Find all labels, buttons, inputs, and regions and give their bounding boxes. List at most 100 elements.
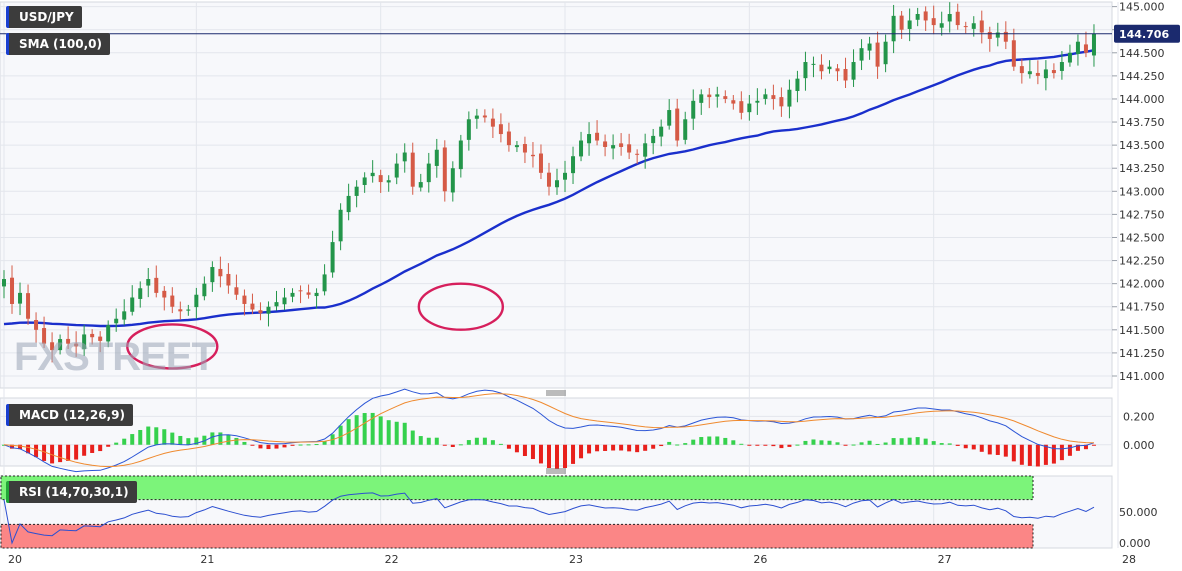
candle [987,26,992,52]
candle [739,91,744,120]
candle [923,6,928,31]
signal-line [3,393,1095,468]
candle-body [579,140,584,157]
candle-body [442,147,447,192]
candle [731,95,736,110]
candle [522,136,527,164]
candle [563,160,568,193]
macd-histogram-bar [34,444,39,458]
candle [50,332,55,363]
candle-body [498,124,503,135]
candle [370,160,375,183]
candle-body [2,279,6,287]
candle-body [274,302,279,307]
macd-histogram-bar [122,438,127,445]
candle [707,88,712,109]
macd-histogram-bar [555,444,559,470]
candle [683,111,688,145]
macd-histogram-bar [74,444,79,460]
macd-histogram-bar [1091,444,1096,446]
candle [458,134,463,178]
macd-histogram-bar [819,440,824,445]
macd-histogram-bar [595,444,600,452]
candle [42,316,47,348]
candle-body [819,64,824,72]
macd-histogram-bar [362,413,367,445]
candle-body [186,309,191,311]
macd-histogram-bar [915,437,920,445]
candle [274,290,279,311]
macd-histogram-bar [1003,444,1008,457]
candle-body [947,14,952,22]
macd-line [3,388,1095,473]
macd-histogram-bar [587,444,592,454]
macd-tick-label: 0.200 [1123,410,1155,423]
candle-body [1043,69,1048,79]
macd-histogram-bar [394,421,399,445]
candle-body [298,290,303,292]
candle-body [258,310,263,314]
candle-body [146,279,151,286]
candle [138,281,143,308]
candle-body [867,43,872,51]
candle-body [1051,70,1056,74]
panel-resize-handle[interactable] [546,468,566,474]
candle-body [795,78,800,92]
candle [643,133,648,169]
candle [627,133,632,160]
macd-histogram-bar [1027,444,1032,466]
candle [282,287,287,311]
x-tick-label: 28 [1122,553,1136,566]
candle [1091,24,1096,67]
macd-histogram-bar [258,444,263,449]
panel-resize-handle[interactable] [546,390,566,396]
macd-histogram-bar [1051,444,1056,464]
macd-histogram-bar [883,442,888,445]
macd-histogram-bar [931,441,936,445]
candle [226,263,231,294]
candle [546,162,551,196]
candle-body [923,11,928,21]
x-tick-label: 23 [569,553,583,566]
candle-body [26,293,31,319]
candle-body [418,182,423,188]
macd-histogram-bar [18,444,23,450]
macd-histogram-bar [651,444,656,449]
candle [402,143,407,173]
macd-histogram-bar [498,443,503,445]
candle [298,285,303,304]
candle [915,7,920,27]
candle-body [386,180,391,183]
candle [979,10,984,44]
candle-body [250,303,255,310]
candle [851,49,856,87]
macd-histogram-bar [667,441,672,445]
candle-body [218,268,223,277]
candle-body [963,26,968,28]
macd-histogram-bar [963,444,968,449]
current-price-value: 144.706 [1119,28,1169,41]
macd-histogram-bar [90,444,95,453]
candle [354,180,359,208]
candle-body [611,145,616,149]
candle [875,31,880,79]
candle-body [122,311,127,320]
macd-histogram-bar [370,412,375,445]
candle-body [546,172,551,187]
candle [426,152,431,193]
candle-body [587,134,592,144]
macd-histogram-bar [659,444,664,447]
macd-histogram-bar [82,444,87,456]
candle [859,39,864,71]
candle-body [138,288,143,299]
macd-histogram-bar [282,444,287,448]
x-tick-label: 21 [200,553,214,566]
panel-splitters[interactable] [546,390,566,474]
macd-histogram-bar [442,444,447,446]
candle [330,230,335,278]
candle-body [154,277,159,293]
rsi-tick-label: 0.000 [1119,537,1151,550]
macd-histogram-bar [947,443,952,445]
candle [1019,59,1024,84]
candle [603,134,608,157]
